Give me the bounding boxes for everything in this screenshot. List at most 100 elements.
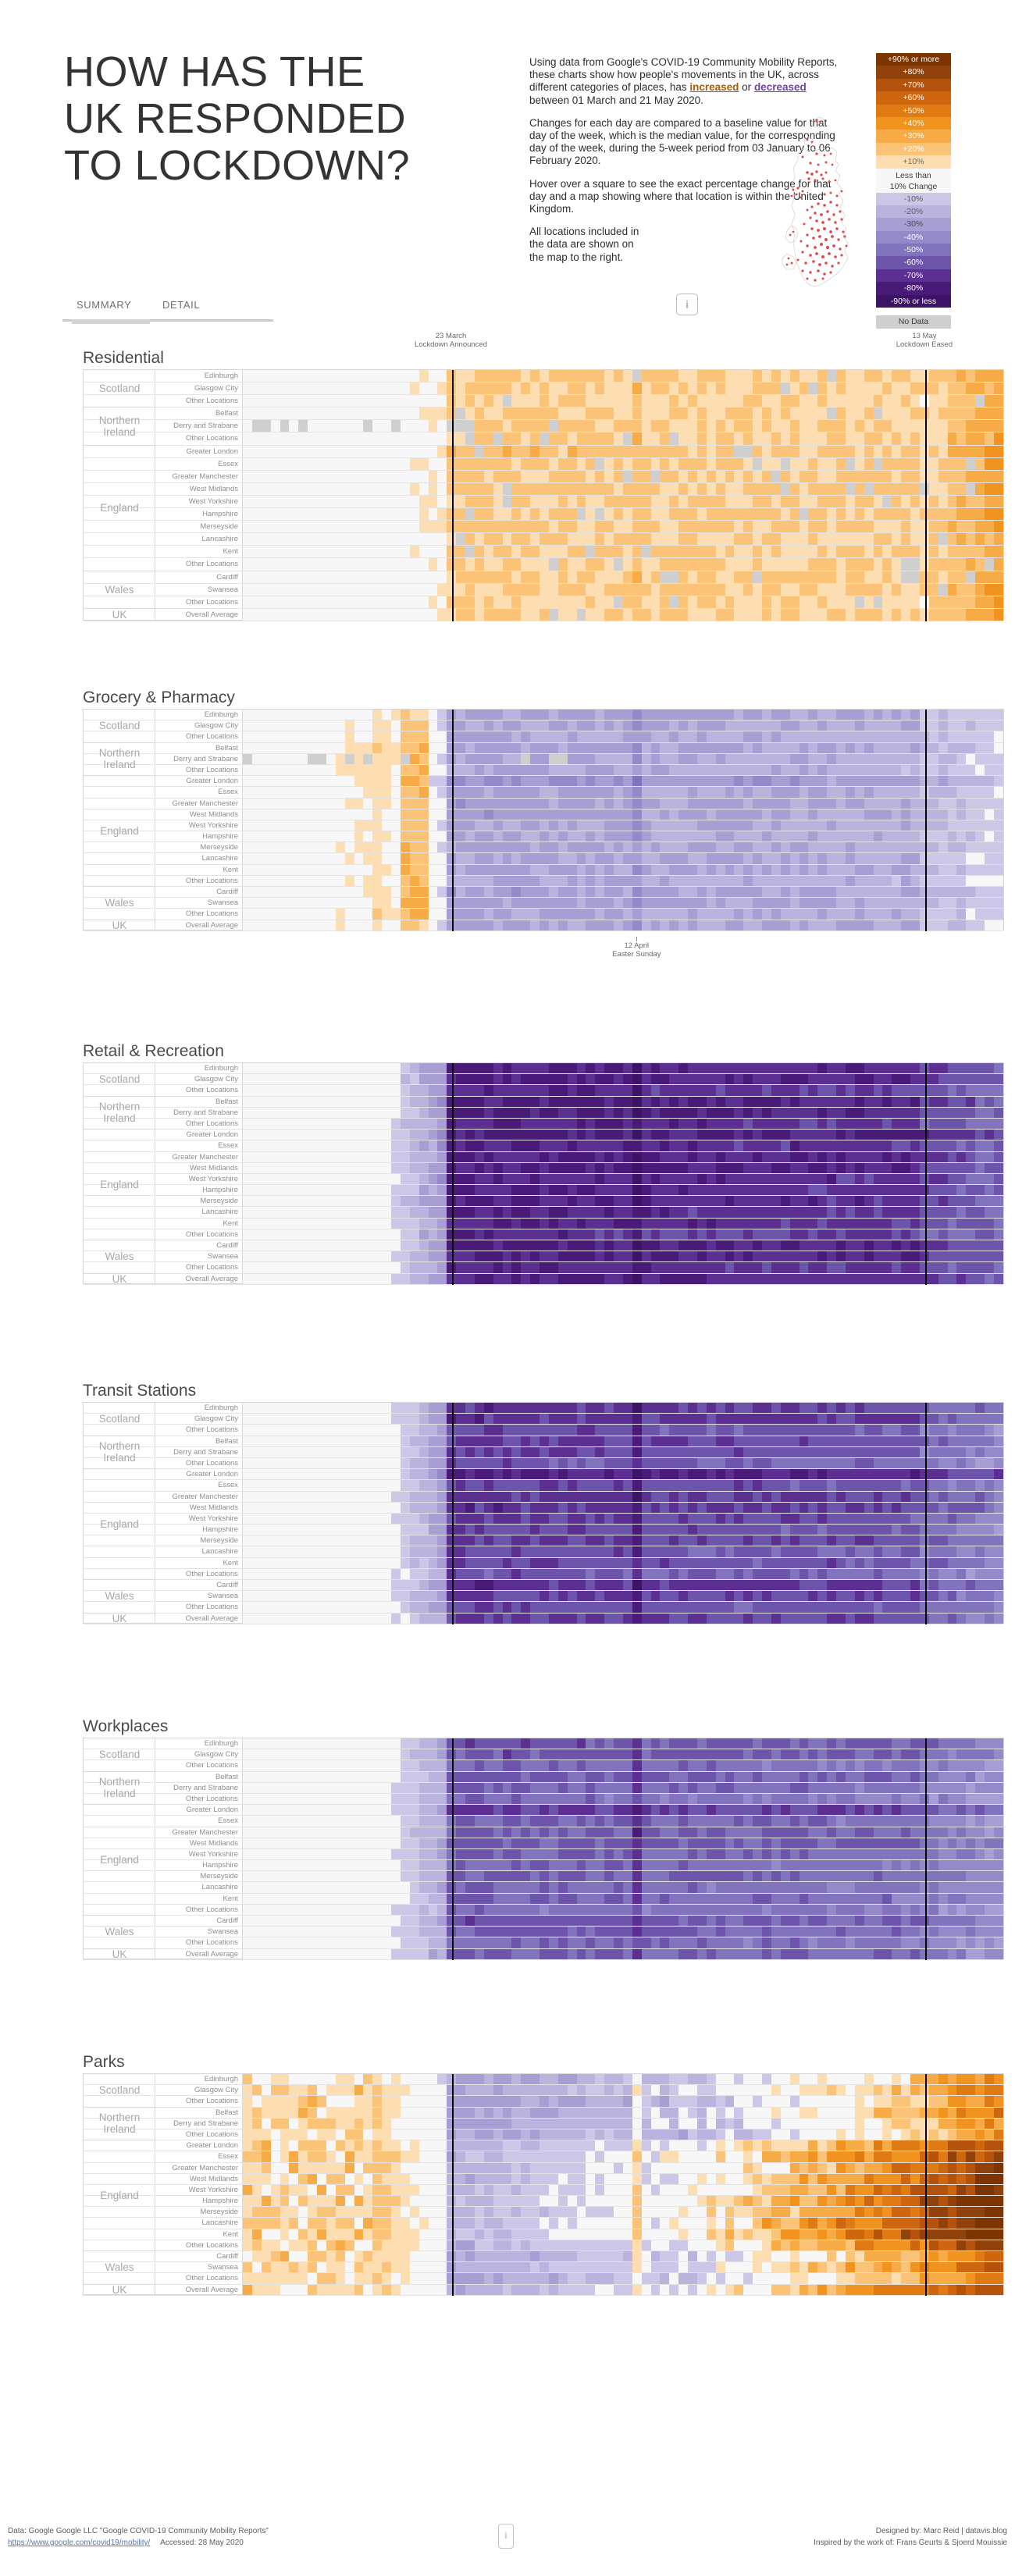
heatmap-cell[interactable] [308,1162,317,1173]
heatmap-cell[interactable] [521,1240,531,1251]
heatmap-cell[interactable] [873,909,883,920]
heatmap-cell[interactable] [465,495,475,508]
heatmap-cell[interactable] [428,546,438,558]
heatmap-cell[interactable] [465,853,475,864]
heatmap-cell[interactable] [335,508,345,521]
heatmap-cell[interactable] [966,382,976,395]
heatmap-cell[interactable] [251,1151,262,1162]
heatmap-cell[interactable] [372,495,383,508]
heatmap-cell[interactable] [483,382,493,395]
heatmap-cell[interactable] [919,875,929,886]
heatmap-cell[interactable] [576,407,586,420]
heatmap-cell[interactable] [845,898,855,909]
heatmap-cell[interactable] [363,742,373,753]
heatmap-cell[interactable] [928,764,938,776]
heatmap-cell[interactable] [511,776,522,787]
heatmap-cell[interactable] [447,1130,457,1140]
heatmap-cell[interactable] [678,753,688,764]
heatmap-cell[interactable] [511,1140,522,1151]
heatmap-cell[interactable] [827,1229,836,1240]
heatmap-cell[interactable] [836,909,846,920]
heatmap-cell[interactable] [391,1218,401,1229]
heatmap-cell[interactable] [762,1162,771,1173]
heatmap-cell[interactable] [447,382,457,395]
heatmap-row-cells[interactable] [243,1218,1003,1229]
heatmap-cell[interactable] [734,842,744,853]
heatmap-cell[interactable] [447,470,457,482]
heatmap-cell[interactable] [557,898,568,909]
heatmap-cell[interactable] [344,583,354,596]
heatmap-cell[interactable] [873,820,883,831]
heatmap-cell[interactable] [530,1162,540,1173]
heatmap-cell[interactable] [493,831,503,842]
heatmap-cell[interactable] [688,457,697,470]
heatmap-cell[interactable] [289,571,299,583]
heatmap-cell[interactable] [985,482,994,495]
heatmap-cell[interactable] [363,420,373,432]
heatmap-cell[interactable] [845,482,855,495]
heatmap-cell[interactable] [465,887,475,898]
heatmap-cell[interactable] [456,546,465,558]
heatmap-cell[interactable] [938,420,948,432]
heatmap-cell[interactable] [771,1229,781,1240]
heatmap-cell[interactable] [270,583,280,596]
heatmap-cell[interactable] [261,1229,271,1240]
heatmap-cell[interactable] [474,1151,484,1162]
heatmap-cell[interactable] [557,742,568,753]
heatmap-cell[interactable] [344,887,354,898]
heatmap-cell[interactable] [409,820,419,831]
heatmap-cell[interactable] [650,1140,661,1151]
heatmap-cell[interactable] [483,720,493,731]
heatmap-cell[interactable] [530,842,540,853]
heatmap-cell[interactable] [502,820,512,831]
heatmap-cell[interactable] [993,710,1003,720]
heatmap-cell[interactable] [725,470,735,482]
heatmap-cell[interactable] [280,820,290,831]
heatmap-cell[interactable] [474,853,484,864]
heatmap-cell[interactable] [298,1085,308,1096]
heatmap-cell[interactable] [557,1063,568,1074]
heatmap-cell[interactable] [966,1130,976,1140]
heatmap-cell[interactable] [540,445,549,457]
heatmap-cell[interactable] [391,1096,401,1107]
heatmap-cell[interactable] [483,495,493,508]
heatmap-cell[interactable] [706,608,716,621]
heatmap-cell[interactable] [465,1151,475,1162]
heatmap-cell[interactable] [743,787,753,798]
heatmap-cell[interactable] [474,753,484,764]
heatmap-cell[interactable] [391,395,401,407]
heatmap-cell[interactable] [604,720,614,731]
heatmap-cell[interactable] [474,909,484,920]
heatmap-cell[interactable] [308,571,317,583]
heatmap-cell[interactable] [474,898,484,909]
heatmap-cell[interactable] [985,596,994,608]
heatmap-cell[interactable] [789,1185,800,1196]
heatmap-cell[interactable] [280,720,290,731]
heatmap-cell[interactable] [428,533,438,546]
heatmap-cell[interactable] [762,710,771,720]
heatmap-cell[interactable] [604,787,614,798]
heatmap-cell[interactable] [372,864,383,875]
heatmap-cell[interactable] [270,820,280,831]
heatmap-cell[interactable] [372,1251,383,1262]
heatmap-cell[interactable] [243,457,252,470]
heatmap-cell[interactable] [706,583,716,596]
heatmap-cell[interactable] [622,1240,632,1251]
heatmap-cell[interactable] [641,776,651,787]
heatmap-cell[interactable] [919,1074,929,1085]
heatmap-cell[interactable] [298,508,308,521]
heatmap-cell[interactable] [947,370,957,382]
heatmap-cell[interactable] [437,1185,447,1196]
heatmap-cell[interactable] [799,1151,809,1162]
heatmap-cell[interactable] [391,1063,401,1074]
heatmap-cell[interactable] [882,1229,892,1240]
heatmap-cell[interactable] [335,753,345,764]
heatmap-cell[interactable] [511,583,522,596]
heatmap-cell[interactable] [595,533,605,546]
heatmap-cell[interactable] [614,787,623,798]
heatmap-cell[interactable] [400,1240,410,1251]
heatmap-cell[interactable] [956,731,967,742]
heatmap-cell[interactable] [576,558,586,571]
heatmap-cell[interactable] [409,909,419,920]
heatmap-cell[interactable] [985,1085,994,1096]
